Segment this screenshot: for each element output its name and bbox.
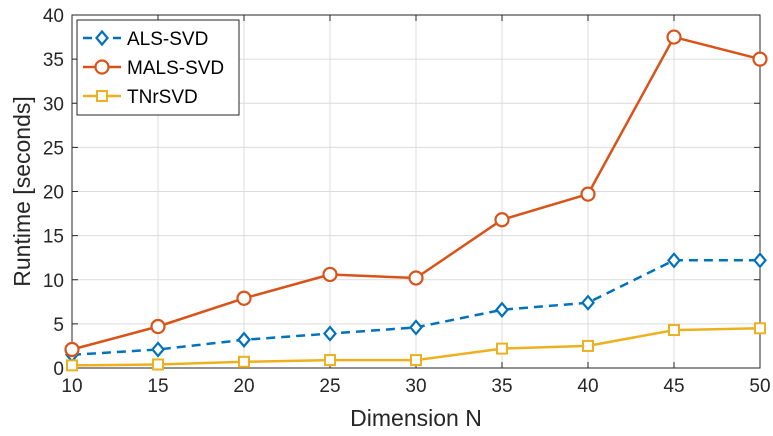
x-tick-label: 45	[663, 376, 684, 397]
x-axis-title: Dimension N	[350, 405, 482, 431]
data-point-tnrsvd	[668, 324, 680, 337]
x-tick-label: 30	[405, 376, 426, 397]
x-tick-label: 50	[749, 376, 770, 397]
data-point-als-svd	[581, 294, 595, 311]
data-point-als-svd	[495, 301, 509, 318]
data-point-mals-svd	[236, 290, 252, 306]
series-layer	[64, 29, 768, 372]
data-point-mals-svd	[580, 186, 596, 202]
data-point-tnrsvd	[66, 359, 78, 372]
series-mals-svd	[64, 29, 768, 358]
data-point-mals-svd	[752, 51, 768, 67]
y-tick-label: 35	[43, 50, 64, 71]
series-tnrsvd	[66, 322, 766, 372]
data-point-tnrsvd	[238, 355, 250, 368]
legend-marker-tnrsvd	[96, 90, 108, 102]
y-tick-label: 10	[43, 271, 64, 292]
x-tick-label: 20	[233, 376, 254, 397]
x-tick-label: 15	[147, 376, 168, 397]
data-point-tnrsvd	[496, 342, 508, 355]
legend-item-als-svd: ALS-SVD	[83, 29, 208, 50]
y-tick-label: 0	[53, 359, 64, 380]
series-als-svd	[65, 252, 767, 363]
data-point-mals-svd	[322, 266, 338, 283]
data-point-tnrsvd	[582, 339, 594, 352]
legend-marker-als-svd	[95, 29, 109, 47]
y-axis-title: Runtime [seconds]	[9, 96, 35, 286]
data-point-mals-svd	[64, 341, 80, 358]
data-point-als-svd	[409, 319, 423, 336]
x-tick-label: 25	[319, 376, 340, 397]
data-point-mals-svd	[494, 212, 510, 228]
legend-label-tnrsvd: TNrSVD	[127, 87, 198, 108]
x-tick-label: 35	[491, 376, 512, 397]
data-point-tnrsvd	[324, 354, 336, 367]
legend-item-tnrsvd: TNrSVD	[83, 87, 198, 108]
data-point-tnrsvd	[152, 358, 164, 371]
ticks-layer: 10 15 20 25 30 35 40 45 50 0 5 10 15 20 25 30 35 40	[43, 6, 771, 397]
y-tick-label: 25	[43, 138, 64, 159]
data-point-mals-svd	[150, 318, 166, 335]
data-point-als-svd	[151, 341, 165, 358]
legend-label-mals-svd: MALS-SVD	[127, 58, 224, 79]
y-tick-label: 40	[43, 6, 64, 27]
y-tick-label: 20	[43, 183, 64, 204]
x-tick-label: 10	[61, 376, 82, 397]
legend-label-als-svd: ALS-SVD	[127, 29, 208, 50]
data-point-als-svd	[323, 325, 337, 342]
y-tick-label: 15	[43, 227, 64, 248]
data-point-mals-svd	[666, 29, 682, 45]
legend: ALS-SVD MALS-SVD TNrSVD	[76, 19, 240, 116]
data-point-als-svd	[237, 331, 251, 348]
data-point-als-svd	[667, 252, 681, 269]
data-point-mals-svd	[408, 270, 424, 286]
data-point-als-svd	[753, 252, 767, 269]
data-point-tnrsvd	[410, 354, 422, 367]
y-tick-label: 30	[43, 94, 64, 115]
x-tick-label: 40	[577, 376, 598, 397]
legend-item-mals-svd: MALS-SVD	[83, 58, 224, 79]
legend-marker-mals-svd	[94, 59, 110, 75]
data-point-tnrsvd	[754, 322, 766, 335]
y-tick-label: 5	[53, 315, 64, 336]
